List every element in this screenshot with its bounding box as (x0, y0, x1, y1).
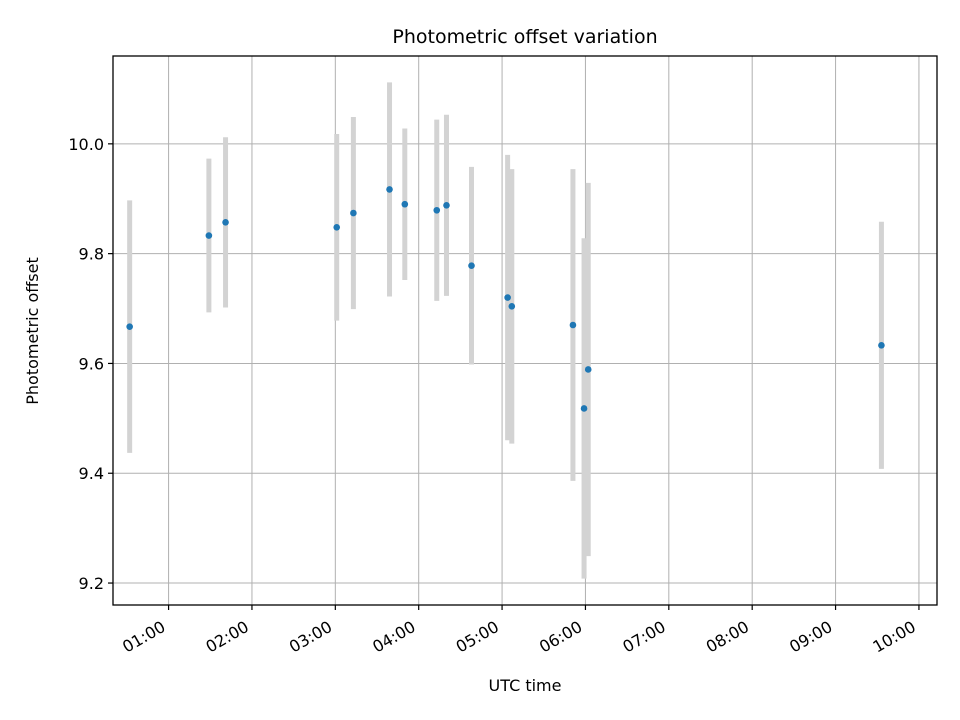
data-point (126, 323, 133, 330)
data-point (584, 366, 592, 373)
plot-area-frame (112, 55, 938, 606)
data-point (433, 206, 441, 214)
chart-title: Photometric offset variation (392, 26, 657, 48)
y-tick-label: 9.4 (79, 464, 104, 483)
x-axis-label: UTC time (489, 676, 562, 695)
data-points (126, 186, 885, 412)
data-point (504, 294, 511, 301)
data-point (580, 405, 588, 412)
y-tick-label: 9.6 (79, 354, 104, 373)
data-point (401, 200, 409, 208)
data-point (878, 342, 885, 349)
y-tick-label: 9.2 (79, 574, 104, 593)
y-tick-label: 10.0 (68, 135, 104, 154)
y-axis-ticks: 9.2 9.4 9.6 9.8 10.0 (68, 135, 113, 593)
data-point (350, 209, 357, 217)
data-point (222, 219, 229, 226)
data-point (386, 186, 393, 193)
data-point (468, 262, 475, 270)
data-point (569, 321, 577, 329)
data-point (508, 303, 516, 310)
data-point (443, 202, 450, 209)
data-point (333, 223, 341, 231)
y-axis-label: Photometric offset (23, 257, 42, 405)
y-tick-label: 9.8 (79, 245, 104, 264)
data-point (205, 232, 213, 239)
